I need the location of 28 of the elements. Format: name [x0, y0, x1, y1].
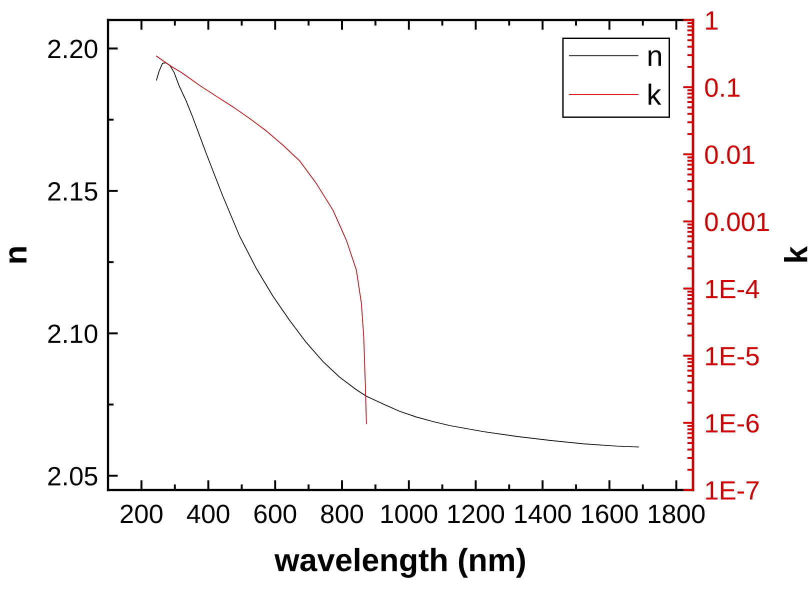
x-tick-label: 400 — [186, 504, 230, 524]
legend-label: n — [648, 50, 661, 66]
y-tick-label: 2.10 — [48, 324, 98, 344]
x-tick-label: 200 — [120, 504, 162, 524]
x-tick-label: 1400 — [515, 504, 571, 524]
y2-tick-label: 0.01 — [705, 145, 754, 164]
y2-tick-label: 1 — [706, 11, 718, 30]
x-tick-label: 800 — [321, 504, 363, 524]
x-tick-label: 1000 — [382, 504, 438, 524]
x-tick-label: 1200 — [448, 504, 504, 524]
y2-axis-title: k — [784, 246, 808, 262]
y2-tick-label: 0.1 — [705, 78, 740, 97]
y-axis-title: n — [9, 247, 26, 263]
y2-tick-label: 1E-6 — [706, 414, 759, 433]
y-tick-label: 2.05 — [48, 466, 98, 486]
x-tick-label: 1600 — [582, 504, 638, 524]
y-tick-label: 2.15 — [48, 182, 98, 201]
x-axis-title: wavelength (nm) — [274, 548, 525, 578]
y2-tick-label: 0.001 — [705, 212, 769, 232]
y2-tick-label: 1E-7 — [706, 481, 759, 500]
legend-label: k — [648, 84, 662, 105]
x-tick-label: 600 — [254, 504, 296, 524]
line-series — [156, 56, 367, 424]
x-tick-label: 1800 — [648, 504, 705, 524]
y2-tick-label: 1E-5 — [706, 347, 759, 366]
y2-tick-label: 1E-4 — [706, 280, 760, 298]
line-series — [156, 62, 639, 448]
y-tick-label: 2.20 — [48, 40, 98, 58]
